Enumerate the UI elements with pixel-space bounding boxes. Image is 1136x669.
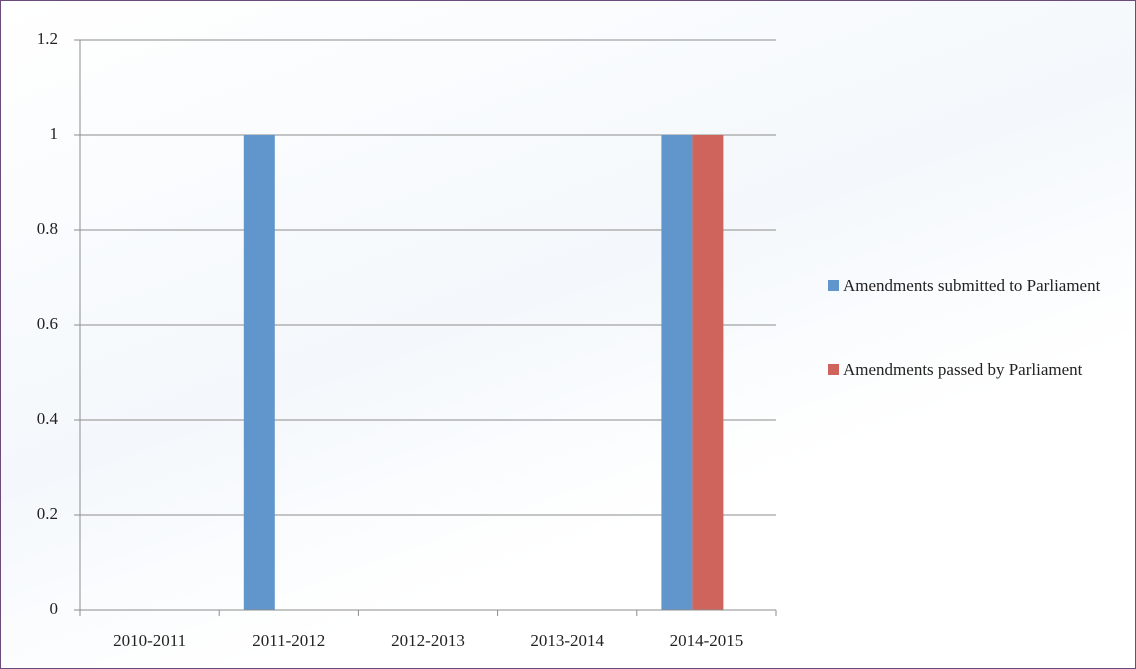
y-tick-label: 1.2 xyxy=(37,29,58,48)
y-tick-label: 0.6 xyxy=(37,314,58,333)
x-tick-label: 2011-2012 xyxy=(252,631,325,650)
legend-label: Amendments submitted to Parliament xyxy=(843,276,1101,295)
y-tick-label: 0 xyxy=(50,599,59,618)
legend-item: Amendments submitted to Parliament xyxy=(828,274,1118,298)
y-tick-label: 0.4 xyxy=(37,409,59,428)
x-tick-label: 2010-2011 xyxy=(113,631,186,650)
x-tick-label: 2014-2015 xyxy=(670,631,744,650)
y-tick-label: 0.8 xyxy=(37,219,58,238)
legend-swatch xyxy=(828,280,839,291)
bar xyxy=(243,135,275,610)
bar xyxy=(692,135,724,610)
y-tick-label: 1 xyxy=(50,124,59,143)
legend-swatch xyxy=(828,364,839,375)
bar xyxy=(661,135,693,610)
y-tick-label: 0.2 xyxy=(37,504,58,523)
x-tick-label: 2012-2013 xyxy=(391,631,465,650)
legend-item: Amendments passed by Parliament xyxy=(828,358,1118,382)
legend-label: Amendments passed by Parliament xyxy=(843,360,1083,379)
x-tick-label: 2013-2014 xyxy=(530,631,604,650)
